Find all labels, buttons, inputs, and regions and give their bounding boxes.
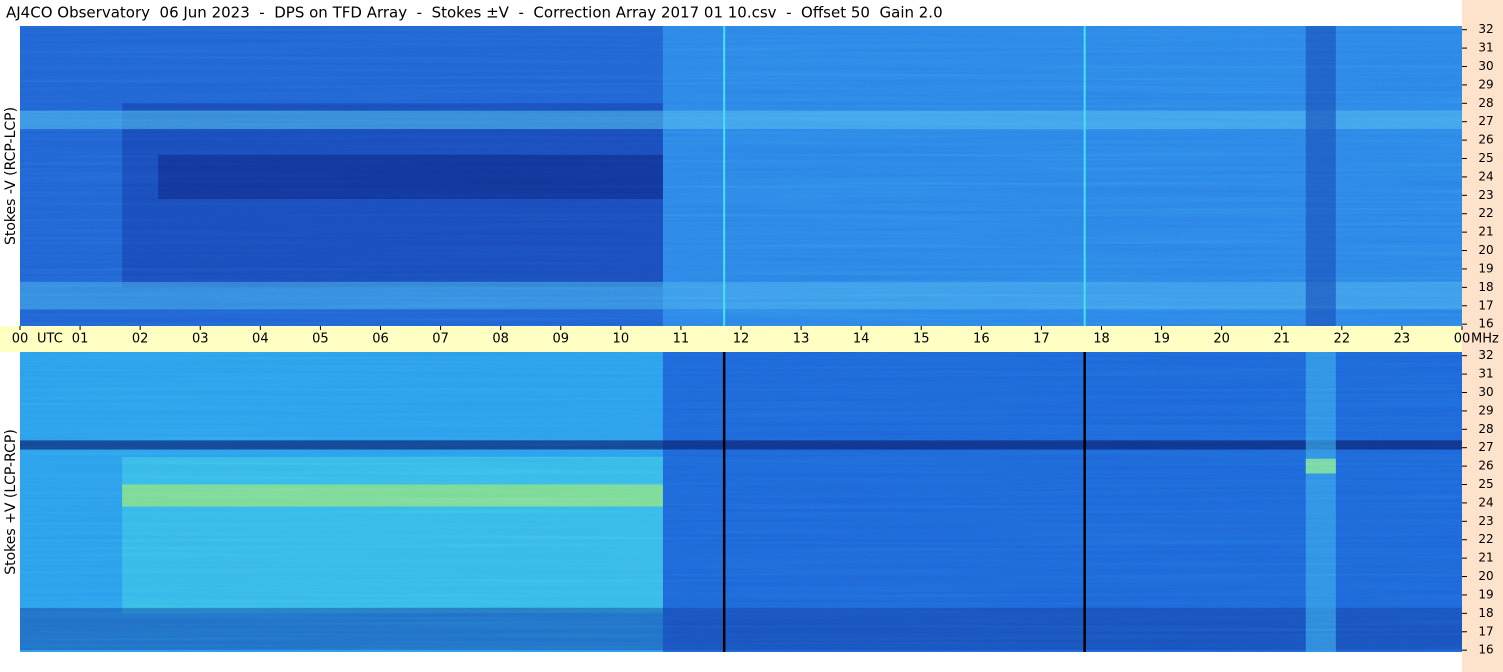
x-tick-label: 12 [733, 332, 750, 347]
x-tick-label: 05 [312, 332, 329, 347]
y-tick-label: 22 [1478, 206, 1493, 220]
spectrogram-panel: 16 17 18 19 20 21 22 23 24 25 26 27 28 29 30 31 32 Stokes… [3, 22, 1494, 330]
noise-texture [20, 26, 1462, 326]
y-tick-label: 17 [1478, 298, 1493, 312]
y-tick-label: 27 [1478, 440, 1493, 454]
y-axis-label: Stokes -V (RCP-LCP) [3, 107, 19, 245]
y-tick-label: 20 [1478, 243, 1493, 257]
x-tick-label: 07 [432, 332, 449, 347]
x-tick-label: 19 [1153, 332, 1170, 347]
y-tick-label: 19 [1478, 261, 1493, 275]
y-unit-label: MHz [1471, 332, 1499, 347]
noise-texture [20, 352, 1462, 652]
x-tick-label: 04 [252, 332, 269, 347]
y-tick-label: 31 [1478, 41, 1493, 55]
x-tick-label: 02 [132, 332, 149, 347]
y-tick-label: 29 [1478, 403, 1493, 417]
y-tick-label: 25 [1478, 151, 1493, 165]
y-tick-label: 16 [1478, 643, 1493, 657]
x-tick-label: 03 [192, 332, 209, 347]
y-tick-label: 31 [1478, 367, 1493, 381]
chart-title: AJ4CO Observatory 06 Jun 2023 - DPS on T… [6, 4, 943, 22]
y-tick-label: 22 [1478, 532, 1493, 546]
x-tick-label: 00 [12, 332, 29, 347]
y-tick-label: 16 [1478, 317, 1493, 331]
x-tick-label: 20 [1213, 332, 1230, 347]
y-tick-label: 20 [1478, 569, 1493, 583]
x-tick-label: 01 [72, 332, 89, 347]
y-tick-label: 23 [1478, 514, 1493, 528]
x-tick-label: 16 [973, 332, 990, 347]
x-tick-label: 14 [853, 332, 870, 347]
y-tick-label: 21 [1478, 551, 1493, 565]
y-tick-label: 26 [1478, 459, 1493, 473]
y-tick-label: 29 [1478, 77, 1493, 91]
y-tick-label: 18 [1478, 280, 1493, 294]
y-tick-label: 19 [1478, 587, 1493, 601]
y-tick-label: 24 [1478, 169, 1493, 183]
y-tick-label: 32 [1478, 22, 1493, 36]
spectrogram-panel: 16 17 18 19 20 21 22 23 24 25 26 27 28 29 30 31 32 Stokes… [3, 348, 1494, 656]
x-tick-label: 09 [552, 332, 569, 347]
y-tick-label: 28 [1478, 96, 1493, 110]
x-tick-label: 06 [372, 332, 389, 347]
x-tick-label: 17 [1033, 332, 1050, 347]
x-axis-label: UTC [37, 332, 63, 347]
x-tick-label: 08 [492, 332, 509, 347]
y-tick-label: 28 [1478, 422, 1493, 436]
y-axis-label: Stokes +V (LCP-RCP) [3, 429, 19, 575]
x-tick-label: 00 [1454, 332, 1471, 347]
y-tick-label: 25 [1478, 477, 1493, 491]
y-tick-label: 23 [1478, 188, 1493, 202]
y-tick-label: 17 [1478, 624, 1493, 638]
y-tick-label: 21 [1478, 225, 1493, 239]
time-axis-band [0, 326, 1462, 352]
x-tick-label: 18 [1093, 332, 1110, 347]
x-tick-label: 22 [1334, 332, 1351, 347]
y-tick-label: 30 [1478, 59, 1493, 73]
y-tick-label: 24 [1478, 495, 1493, 509]
x-tick-label: 13 [793, 332, 810, 347]
right-axis-strip [1462, 0, 1503, 672]
x-tick-label: 11 [673, 332, 690, 347]
y-tick-label: 18 [1478, 606, 1493, 620]
x-tick-label: 10 [613, 332, 630, 347]
x-tick-label: 23 [1394, 332, 1411, 347]
x-tick-label: 21 [1273, 332, 1290, 347]
y-tick-label: 26 [1478, 133, 1493, 147]
y-tick-label: 30 [1478, 385, 1493, 399]
x-tick-label: 15 [913, 332, 930, 347]
y-tick-label: 27 [1478, 114, 1493, 128]
y-tick-label: 32 [1478, 348, 1493, 362]
